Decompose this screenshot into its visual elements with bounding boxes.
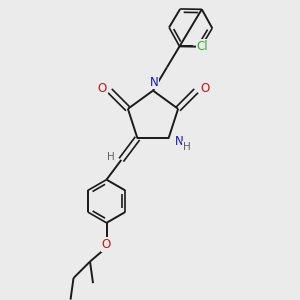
Text: O: O [101,238,110,251]
Text: O: O [200,82,209,95]
Text: O: O [98,82,107,95]
Text: H: H [183,142,190,152]
Text: H: H [107,152,115,162]
Text: N: N [150,76,159,89]
Text: N: N [175,136,183,148]
Text: Cl: Cl [197,40,208,53]
